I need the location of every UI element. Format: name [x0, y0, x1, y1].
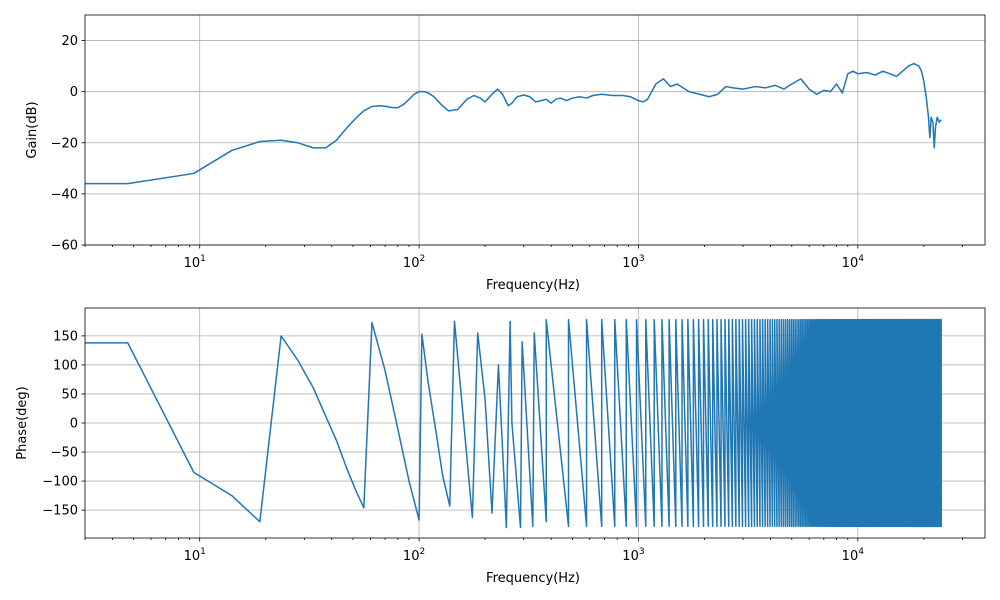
phase-y-axis-label: Phase(deg): [15, 386, 30, 459]
phase-x-tick-label: 101: [184, 547, 206, 564]
phase-y-tick-label: −100: [42, 475, 78, 490]
phase-axes-frame: [84, 307, 986, 539]
gain-y-tick-label: 20: [61, 34, 78, 49]
phase-y-tick-label: 100: [53, 358, 78, 373]
phase-subplot: 101 102 103 104 −150 −100 −50 0 50 100 150 Frequenc…: [15, 307, 986, 586]
gain-y-tick-label: −60: [51, 239, 78, 254]
phase-y-tick-label: −150: [42, 504, 78, 519]
gain-subplot: 101 102 103 104 −60 −40 −20 0 20 Frequency(Hz) Gai…: [25, 14, 986, 293]
gain-x-tick-label: 104: [842, 254, 865, 271]
gain-y-axis-label: Gain(dB): [25, 101, 40, 158]
phase-x-tick-label: 103: [622, 547, 644, 564]
gain-y-tick-label: −20: [51, 136, 78, 151]
phase-y-tick-label: −50: [51, 446, 78, 461]
phase-x-tick-label: 102: [403, 547, 425, 564]
phase-y-tick-label: 50: [61, 387, 78, 402]
phase-x-axis-label: Frequency(Hz): [486, 571, 580, 586]
gain-axes-frame: [84, 14, 986, 246]
gain-x-tick-label: 103: [622, 254, 644, 271]
gain-x-axis-label: Frequency(Hz): [486, 278, 580, 293]
gain-x-tick-label: 101: [184, 254, 206, 271]
phase-y-tick-label: 0: [70, 417, 78, 432]
phase-y-tick-label: 150: [53, 329, 78, 344]
gain-y-tick-label: 0: [70, 85, 78, 100]
phase-series-line: [85, 318, 942, 529]
gain-series-line: [85, 62, 942, 185]
gain-x-tick-label: 102: [403, 254, 425, 271]
gain-y-tick-label: −40: [51, 187, 78, 202]
phase-x-tick-label: 104: [842, 547, 865, 564]
